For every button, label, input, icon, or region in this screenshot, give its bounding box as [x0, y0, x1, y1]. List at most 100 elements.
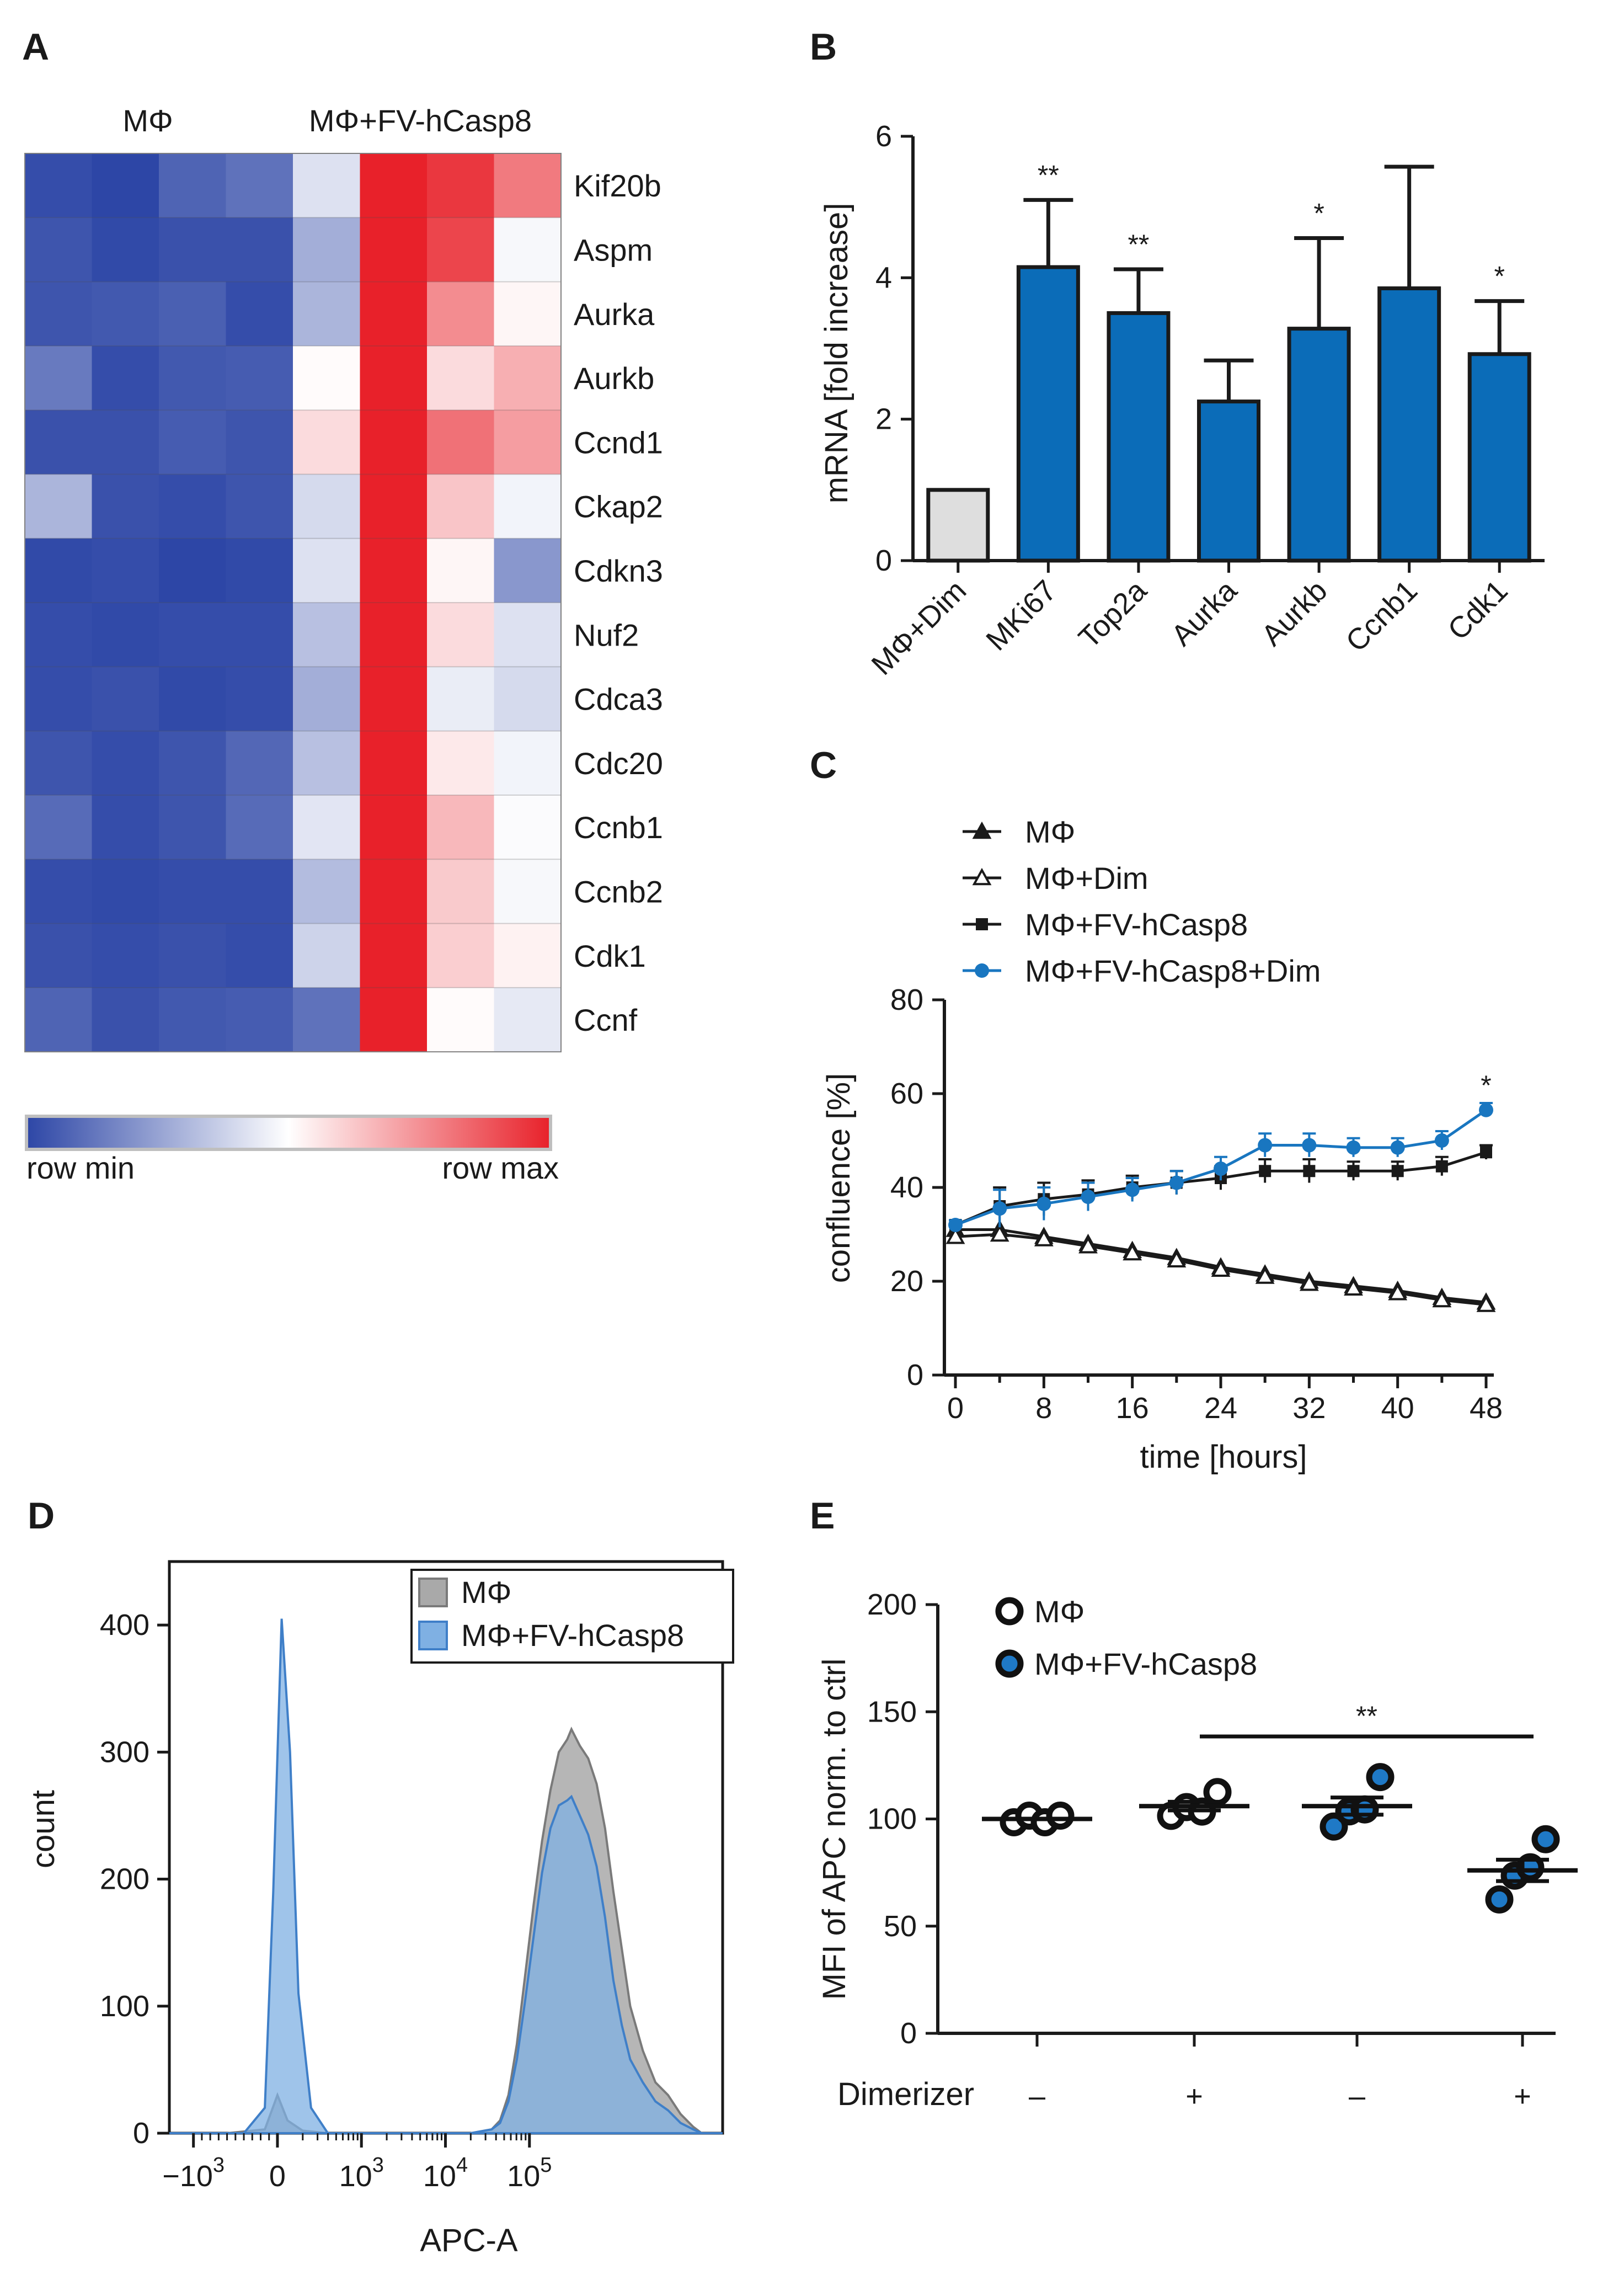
line-chart-y-tick-label: 0: [907, 1358, 923, 1392]
bar-chart-panel: mRNA [fold increase] 0246MΦ+Dim**MKi67**…: [819, 120, 1545, 681]
heatmap-row-label: Ccnf: [574, 1003, 638, 1037]
bar-significance-label: **: [1128, 229, 1149, 260]
bar-chart-y-label: mRNA [fold increase]: [819, 203, 854, 504]
scatter-y-tick-label: 50: [884, 1910, 917, 1943]
heatmap-row-label: Ccnb2: [574, 874, 663, 909]
line-point: [1259, 1165, 1272, 1178]
heatmap-cell: [25, 410, 92, 475]
panel-label-e: E: [810, 1495, 835, 1537]
heatmap-cell: [494, 667, 562, 732]
heatmap-cell: [360, 474, 428, 539]
histogram-legend-label: MΦ+FV-hCasp8: [461, 1618, 684, 1653]
heatmap-cell: [494, 987, 562, 1052]
heatmap-cell: [159, 217, 226, 283]
scatter-point: [1203, 1778, 1232, 1807]
line-chart-x-tick-label: 16: [1116, 1392, 1149, 1425]
heatmap-cell: [360, 217, 428, 283]
heatmap-cell: [226, 538, 293, 603]
scatter-y-tick-label: 200: [867, 1588, 917, 1621]
heatmap-cell: [494, 859, 562, 924]
line-point: [1344, 1278, 1363, 1296]
heatmap-cell: [226, 667, 293, 732]
heatmap-cell: [226, 923, 293, 988]
line-point: [1391, 1165, 1404, 1178]
heatmap-row-label: Aurkb: [574, 361, 654, 396]
heatmap-cell: [360, 410, 428, 475]
line-point: [1388, 1283, 1408, 1301]
line-point: [1169, 1175, 1184, 1190]
heatmap-cell: [494, 603, 562, 667]
heatmap-cell: [494, 217, 562, 283]
heatmap-row-label: Cdkn3: [574, 553, 663, 588]
heatmap-row-label: Aspm: [574, 232, 653, 267]
heatmap-cell: [360, 345, 428, 411]
heatmap-row-label: Cdk1: [574, 939, 646, 973]
heatmap-cell: [293, 603, 360, 667]
histogram-x-tick-label: 104: [423, 2154, 468, 2193]
bar-chart-y-tick-label: 0: [875, 544, 892, 577]
heatmap-cell: [92, 795, 159, 860]
heatmap-row-label: Aurka: [574, 297, 655, 332]
line-point: [1034, 1229, 1054, 1246]
heatmap-cell: [92, 859, 159, 924]
line-chart-y-tick-label: 80: [890, 983, 923, 1016]
dimerizer-value-label: –: [1349, 2080, 1365, 2113]
heatmap-cell: [360, 795, 428, 860]
heatmap-cell: [226, 795, 293, 860]
heatmap-cell: [159, 667, 226, 732]
heatmap-cell: [25, 281, 92, 347]
histogram-y-tick-label: 300: [100, 1735, 149, 1768]
line-point: [1258, 1138, 1273, 1153]
dimerizer-value-label: +: [1514, 2080, 1531, 2113]
heatmap-cell: [226, 281, 293, 347]
color-scale-max-label: row max: [442, 1150, 559, 1185]
scatter-y-label: MFI of APC norm. to ctrl: [816, 1659, 852, 2000]
bar: [1016, 265, 1080, 563]
panel-label-d: D: [28, 1495, 55, 1537]
heatmap-cell: [92, 474, 159, 539]
line-point: [1125, 1182, 1140, 1197]
heatmap-cell: [226, 859, 293, 924]
heatmap-cell: [293, 731, 360, 796]
scatter-point: [1516, 1853, 1545, 1882]
heatmap-cell: [25, 667, 92, 732]
histogram-area: [168, 1727, 723, 2134]
histogram-y-tick-label: 400: [100, 1608, 149, 1642]
line-chart-x-tick-label: 32: [1292, 1392, 1326, 1425]
line-point: [1480, 1146, 1492, 1159]
heatmap-cell: [427, 217, 494, 283]
heatmap-cell: [159, 538, 226, 603]
histogram-y-tick-label: 0: [133, 2117, 149, 2150]
line-point: [992, 1201, 1007, 1216]
dimerizer-value-label: –: [1029, 2080, 1045, 2113]
heatmap-cell: [494, 345, 562, 411]
heatmap-cell: [427, 474, 494, 539]
line-chart-x-tick-label: 0: [947, 1392, 964, 1425]
heatmap-row-label: Ccnd1: [574, 425, 663, 460]
heatmap-cell: [226, 153, 293, 218]
heatmap-cell: [92, 987, 159, 1052]
scatter-point: [1366, 1763, 1395, 1792]
heatmap-row-label: Cdca3: [574, 682, 663, 717]
scatter-legend-marker: [995, 1649, 1024, 1678]
line-point: [948, 1218, 963, 1232]
line-chart-x-tick-label: 48: [1470, 1392, 1503, 1425]
scatter-legend-label: MΦ+FV-hCasp8: [1034, 1647, 1257, 1681]
heatmap-cell: [92, 345, 159, 411]
line-chart-x-tick-label: 24: [1204, 1392, 1237, 1425]
heatmap-cell: [293, 538, 360, 603]
histogram-y-label: count: [25, 1790, 61, 1868]
heatmap-cell: [226, 987, 293, 1052]
heatmap-cell: [427, 281, 494, 347]
heatmap-cell: [293, 345, 360, 411]
heatmap-cell: [25, 474, 92, 539]
bar: [926, 488, 990, 563]
line-point: [1037, 1196, 1051, 1211]
heatmap-cell: [494, 474, 562, 539]
heatmap-cell: [226, 217, 293, 283]
heatmap-cell: [360, 731, 428, 796]
heatmap-cell: [159, 474, 226, 539]
heatmap-cell: [360, 987, 428, 1052]
histogram-legend-swatch: [418, 1578, 448, 1607]
